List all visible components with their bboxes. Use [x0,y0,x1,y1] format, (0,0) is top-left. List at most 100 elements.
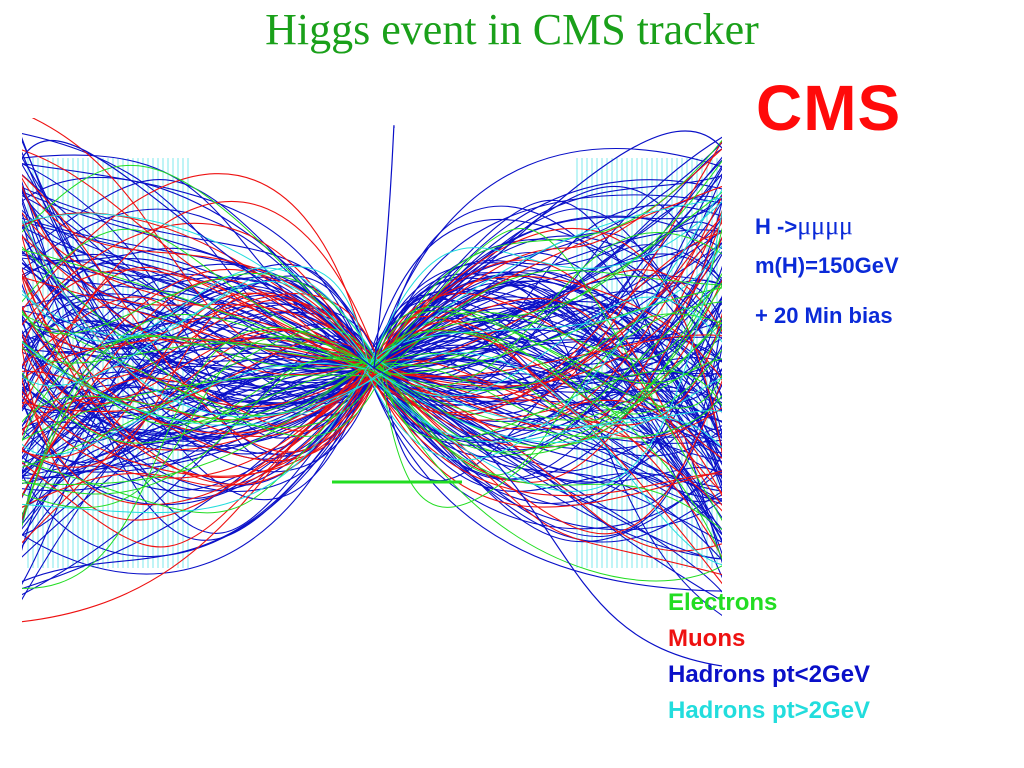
particle-track [22,371,375,477]
particle-track [22,369,375,583]
particle-track [382,362,722,441]
particle-track [378,294,722,504]
particle-track [22,342,366,451]
particle-track [364,228,722,457]
particle-track [377,244,722,392]
particle-track [22,374,370,441]
particle-track [381,139,722,366]
particle-track [375,358,722,427]
particle-track [382,236,722,387]
particle-track [22,311,373,426]
decay-prefix: H -> [755,214,798,239]
particle-track [22,352,375,414]
particle-track [22,366,376,557]
legend-hadrons-high-pt: Hadrons pt>2GeV [668,697,871,724]
particle-track [22,307,383,601]
particle-track [372,362,722,500]
particle-track [22,261,378,368]
particle-track [373,125,395,369]
particle-track [371,375,722,508]
particle-track [22,218,382,418]
particle-track [368,160,722,370]
particle-track [379,136,722,398]
particle-track [22,266,385,437]
particle-track [380,374,722,443]
particle-track [371,310,722,385]
particle-track [22,371,366,514]
particle-track [22,173,370,362]
particle-track [22,177,376,364]
particle-track [381,374,722,576]
particle-track [375,275,722,381]
particle-track [22,314,382,437]
particle-track [22,363,365,558]
particle-track [22,375,376,428]
particle-track [366,369,722,497]
particle-track [382,358,722,556]
particle-track [368,219,722,359]
particle-track [380,320,722,439]
particle-track [363,244,722,373]
particle-track [371,226,722,362]
particle-track [383,235,722,363]
particle-track [22,163,372,370]
particle-track [22,357,369,479]
particle-track [379,269,722,378]
particle-track [22,365,366,548]
particle-track [380,282,722,508]
particle-track [376,319,722,422]
particle-track [373,362,722,503]
particle-track [22,200,381,541]
particle-track [22,334,365,528]
particle-track [22,360,372,498]
particle-track [379,307,722,412]
particle-track [377,229,722,365]
particle-track [22,328,379,468]
particle-track [22,219,366,437]
particle-track [368,376,722,592]
particle-track [22,273,377,361]
particle-track [365,372,722,602]
particle-track [22,149,383,377]
particle-track [376,297,722,474]
particle-track [22,268,381,451]
particle-track [377,272,722,448]
particle-track [374,221,722,414]
particle-track [382,179,722,375]
particle-track [22,338,373,381]
particle-track [22,361,376,506]
particle-track [372,376,722,531]
particle-track [378,232,722,451]
particle-track [22,335,382,508]
particle-track [22,348,376,375]
legend-electrons: Electrons [668,589,778,616]
legend-hadrons-low-pt: Hadrons pt<2GeV [668,661,871,688]
particle-track [22,213,373,370]
particle-track [373,130,722,369]
particle-track [22,176,377,364]
particle-track [22,314,380,518]
particle-track [376,216,722,373]
particle-track [369,374,722,497]
particle-track [22,195,372,464]
particle-track [22,341,381,426]
particle-track [31,118,376,368]
particle-track [375,242,722,406]
particle-track [22,358,379,485]
particle-track [22,217,366,371]
particle-track [371,165,722,366]
particle-track [379,301,722,450]
particle-track [371,147,722,367]
particle-track [22,365,376,500]
decay-muons: μμμμ [797,211,853,240]
particle-track [365,209,722,492]
particle-track [22,327,382,589]
particle-track [364,321,722,421]
particle-track [22,343,367,521]
particle-track [379,167,722,451]
particle-track [373,367,722,667]
particle-track [365,281,722,536]
particle-track [372,317,722,456]
particle-track [381,358,722,453]
particle-track [22,269,369,364]
